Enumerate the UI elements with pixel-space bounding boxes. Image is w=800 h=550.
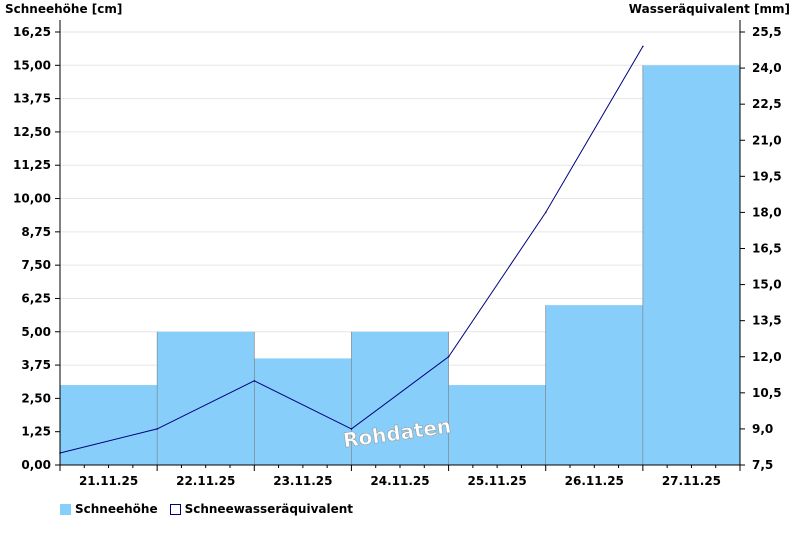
right-tick-label: 24,0 bbox=[752, 61, 782, 75]
point-water-equivalent bbox=[350, 428, 353, 430]
right-tick-label: 21,0 bbox=[752, 133, 782, 147]
right-tick-label: 18,0 bbox=[752, 205, 782, 219]
x-tick-label: 25.11.25 bbox=[468, 474, 527, 488]
left-tick-label: 0,00 bbox=[21, 458, 51, 472]
point-water-equivalent bbox=[447, 355, 450, 358]
bar-snow-depth bbox=[157, 331, 255, 465]
left-tick-label: 3,75 bbox=[21, 358, 51, 372]
left-tick-label: 5,00 bbox=[21, 325, 51, 339]
x-tick-label: 24.11.25 bbox=[370, 474, 429, 488]
legend-item-water-equivalent: Schneewasseräquivalent bbox=[169, 502, 354, 516]
left-tick-label: 10,00 bbox=[13, 192, 51, 206]
bar-snow-depth bbox=[642, 65, 740, 466]
legend-label-water-equivalent: Schneewasseräquivalent bbox=[184, 502, 354, 516]
legend-label-snow-depth: Schneehöhe bbox=[75, 502, 158, 516]
point-water-equivalent bbox=[544, 211, 547, 214]
x-tick-label: 21.11.25 bbox=[79, 474, 138, 488]
x-tick-label: 23.11.25 bbox=[273, 474, 332, 488]
bar-snow-depth bbox=[60, 385, 158, 465]
left-tick-label: 16,25 bbox=[13, 25, 51, 39]
axes: 0,00 1,25 2,50 3,75 5,00 6,25 7,50 8,75 10,00 11,… bbox=[13, 20, 782, 488]
x-tick-label: 26.11.25 bbox=[565, 474, 624, 488]
left-tick-label: 2,50 bbox=[21, 391, 51, 405]
right-tick-label: 15,0 bbox=[752, 278, 782, 292]
right-tick-label: 12,0 bbox=[752, 350, 782, 364]
snow-depth-bars bbox=[60, 65, 740, 466]
bar-snow-depth bbox=[351, 331, 449, 465]
left-tick-label: 12,50 bbox=[13, 125, 51, 139]
bar-snow-depth bbox=[254, 358, 352, 465]
right-tick-label: 13,5 bbox=[752, 314, 782, 328]
legend: Schneehöhe Schneewasseräquivalent bbox=[60, 502, 365, 516]
right-tick-label: 16,5 bbox=[752, 242, 782, 256]
legend-swatch-snow-depth bbox=[60, 503, 71, 515]
right-tick-label: 10,5 bbox=[752, 386, 782, 400]
point-water-equivalent bbox=[642, 45, 644, 48]
right-tick-label: 22,5 bbox=[752, 97, 782, 111]
left-tick-label: 15,00 bbox=[13, 58, 51, 72]
right-axis-title: Wasseräquivalent [mm] bbox=[629, 2, 790, 16]
left-tick-label: 7,50 bbox=[21, 258, 51, 272]
legend-item-snow-depth: Schneehöhe bbox=[60, 502, 158, 516]
left-tick-label: 13,75 bbox=[13, 92, 51, 106]
right-tick-label: 7,5 bbox=[752, 458, 773, 472]
left-tick-label: 6,25 bbox=[21, 291, 51, 305]
legend-swatch-water-equivalent bbox=[169, 503, 181, 515]
x-tick-label: 22.11.25 bbox=[176, 474, 235, 488]
left-axis-title: Schneehöhe [cm] bbox=[5, 2, 122, 16]
bar-snow-depth bbox=[545, 305, 643, 465]
left-tick-label: 1,25 bbox=[21, 425, 51, 439]
x-tick-label: 27.11.25 bbox=[662, 474, 721, 488]
point-water-equivalent bbox=[156, 428, 158, 430]
point-water-equivalent bbox=[253, 380, 256, 382]
right-tick-label: 25,5 bbox=[752, 25, 782, 39]
right-tick-label: 19,5 bbox=[752, 169, 782, 183]
bar-snow-depth bbox=[448, 385, 546, 465]
left-tick-label: 8,75 bbox=[21, 225, 51, 239]
right-tick-label: 9,0 bbox=[752, 422, 773, 436]
left-tick-label: 11,25 bbox=[13, 158, 51, 172]
